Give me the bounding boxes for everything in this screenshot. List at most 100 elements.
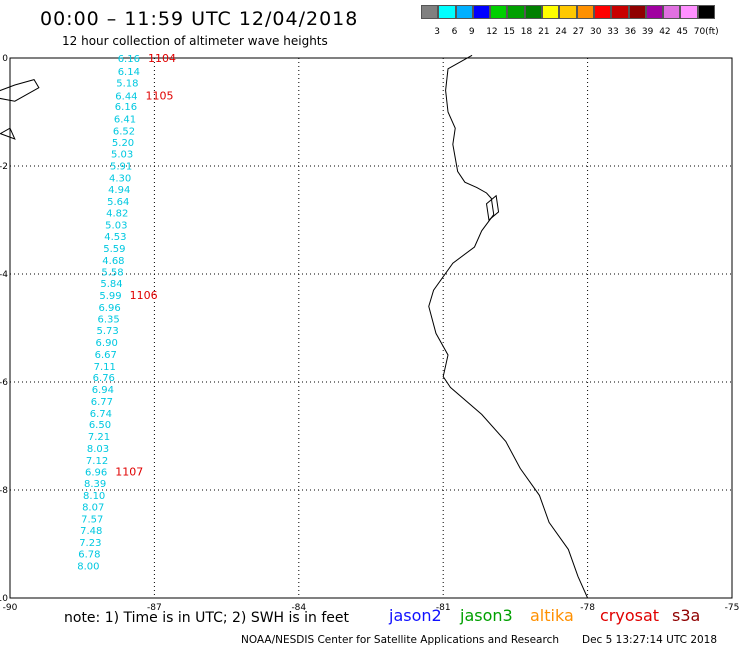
swh-value-label: 7.48 [80, 526, 102, 537]
colorbar-label: 21 [538, 27, 550, 37]
swh-value-label: 4.94 [108, 185, 130, 196]
colorbar-label: 30 [590, 27, 602, 37]
colorbar-label: 3 [434, 27, 441, 37]
swh-value-label: 6.96 [85, 468, 107, 479]
colorbar-label: 9 [468, 27, 475, 37]
swh-value-label: 6.16 [115, 102, 137, 113]
colorbar-swatch [507, 5, 525, 19]
x-tick-label: -75 [725, 603, 740, 613]
swh-value-label: 7.23 [79, 538, 101, 549]
swh-value-label: 6.35 [97, 314, 119, 325]
satellite-s3a: s3a [672, 606, 701, 625]
colorbar-swatch [490, 5, 508, 19]
swh-value-label: 5.59 [103, 244, 125, 255]
swh-value-label: 5.18 [116, 78, 138, 89]
swh-value-label: 5.58 [101, 267, 123, 278]
colorbar-label: 39 [641, 27, 654, 37]
colorbar-label: 70 [693, 27, 706, 37]
swh-value-label: 7.57 [81, 515, 103, 526]
swh-value-label: 8.10 [83, 491, 105, 502]
colorbar-swatch [472, 5, 491, 19]
island-galapagos [0, 127, 16, 140]
swh-value-label: 5.03 [111, 150, 133, 161]
swh-value-label: 6.16 [118, 54, 140, 65]
swh-value-label: 6.96 [98, 303, 120, 314]
swh-value-label: 4.82 [106, 208, 128, 219]
swh-value-label: 7.11 [94, 362, 116, 373]
colorbar-swatch [593, 5, 612, 19]
colorbar-label: 12 [486, 27, 498, 37]
island-galapagos [0, 79, 40, 102]
x-tick-label: -87 [147, 603, 162, 613]
swh-value-label: 6.78 [78, 550, 100, 561]
swh-value-label: 8.00 [77, 562, 99, 573]
swh-value-label: 5.99 [99, 291, 121, 302]
colorbar-swatch [611, 5, 629, 19]
swh-value-label: 4.68 [102, 256, 124, 267]
swh-value-label: 8.39 [84, 479, 106, 490]
colorbar-label: 36 [624, 27, 637, 37]
swh-value-label: 6.52 [113, 126, 135, 137]
colorbar-label: (ft) [705, 27, 719, 37]
swh-value-label: 4.53 [104, 232, 126, 243]
swh-value-label: 5.64 [107, 197, 129, 208]
swh-value-label: 8.07 [82, 503, 104, 514]
y-tick-label: 0 [2, 54, 8, 64]
colorbar-swatch [421, 5, 439, 19]
colorbar-label: 27 [572, 27, 585, 37]
island-puna [485, 194, 500, 221]
swh-value-label: 5.91 [110, 161, 132, 172]
plot-frame [9, 57, 733, 599]
x-tick-label: -78 [580, 603, 595, 613]
x-tick-label: -81 [436, 603, 451, 613]
map-subtitle: 12 hour collection of altimeter wave hei… [62, 34, 328, 48]
colorbar-swatch [438, 5, 456, 19]
swh-value-label: 6.76 [93, 373, 115, 384]
swh-value-label: 5.73 [97, 326, 119, 337]
colorbar-swatch [542, 5, 560, 19]
note-text: note: 1) Time is in UTC; 2) SWH is in fe… [64, 610, 350, 626]
colorbar-swatch [628, 5, 646, 19]
swh-value-label: 6.50 [89, 420, 111, 431]
swh-value-label: 6.44 [115, 91, 137, 102]
color-scale-bar: 3 6 9 12 15 18 21 24 27 30 33 36 39 42 45 70 (ft) [421, 5, 719, 37]
swh-value-label: 5.03 [105, 220, 127, 231]
swh-value-label: 5.20 [112, 138, 134, 149]
colorbar-swatch [524, 5, 543, 19]
colorbar-swatch [559, 5, 577, 19]
x-tick-label: -84 [291, 603, 306, 613]
footer-timestamp: Dec 5 13:27:14 UTC 2018 [582, 634, 718, 646]
colorbar-label: 15 [503, 27, 515, 37]
satellite-jason3: jason3 [460, 606, 513, 625]
colorbar-label: 18 [520, 27, 533, 37]
colorbar-swatch [455, 5, 473, 19]
x-tick-label: -90 [3, 603, 18, 613]
swh-value-label: 6.74 [90, 409, 112, 420]
pass-time-label: 1107 [115, 466, 143, 479]
swh-value-label: 6.67 [95, 350, 117, 361]
y-tick-label: -8 [0, 486, 8, 496]
swh-value-label: 7.12 [86, 456, 108, 467]
footer-credit: NOAA/NESDIS Center for Satellite Applica… [241, 634, 559, 646]
map-title: 00:00 – 11:59 UTC 12/04/2018 [40, 8, 359, 30]
swh-value-label: 6.90 [96, 338, 118, 349]
satellite-altika: altika [530, 606, 574, 625]
y-tick-label: -10 [0, 594, 8, 604]
colorbar-label: 6 [451, 27, 458, 37]
colorbar-swatch [680, 5, 698, 19]
colorbar-label: 45 [676, 27, 688, 37]
swh-value-label: 6.77 [91, 397, 113, 408]
colorbar-label: 42 [659, 27, 671, 37]
pass-time-label: 1104 [148, 52, 176, 65]
swh-value-label: 7.21 [88, 432, 110, 443]
colorbar-swatch [663, 5, 681, 19]
coastline [428, 54, 589, 599]
y-tick-label: -4 [0, 270, 8, 280]
colorbar-label: 24 [555, 27, 567, 37]
pass-time-label: 1105 [146, 89, 174, 102]
swh-value-label: 6.14 [118, 67, 140, 78]
pass-time-label: 1106 [130, 289, 158, 302]
y-tick-label: -2 [0, 162, 8, 172]
swh-value-label: 6.94 [92, 385, 114, 396]
